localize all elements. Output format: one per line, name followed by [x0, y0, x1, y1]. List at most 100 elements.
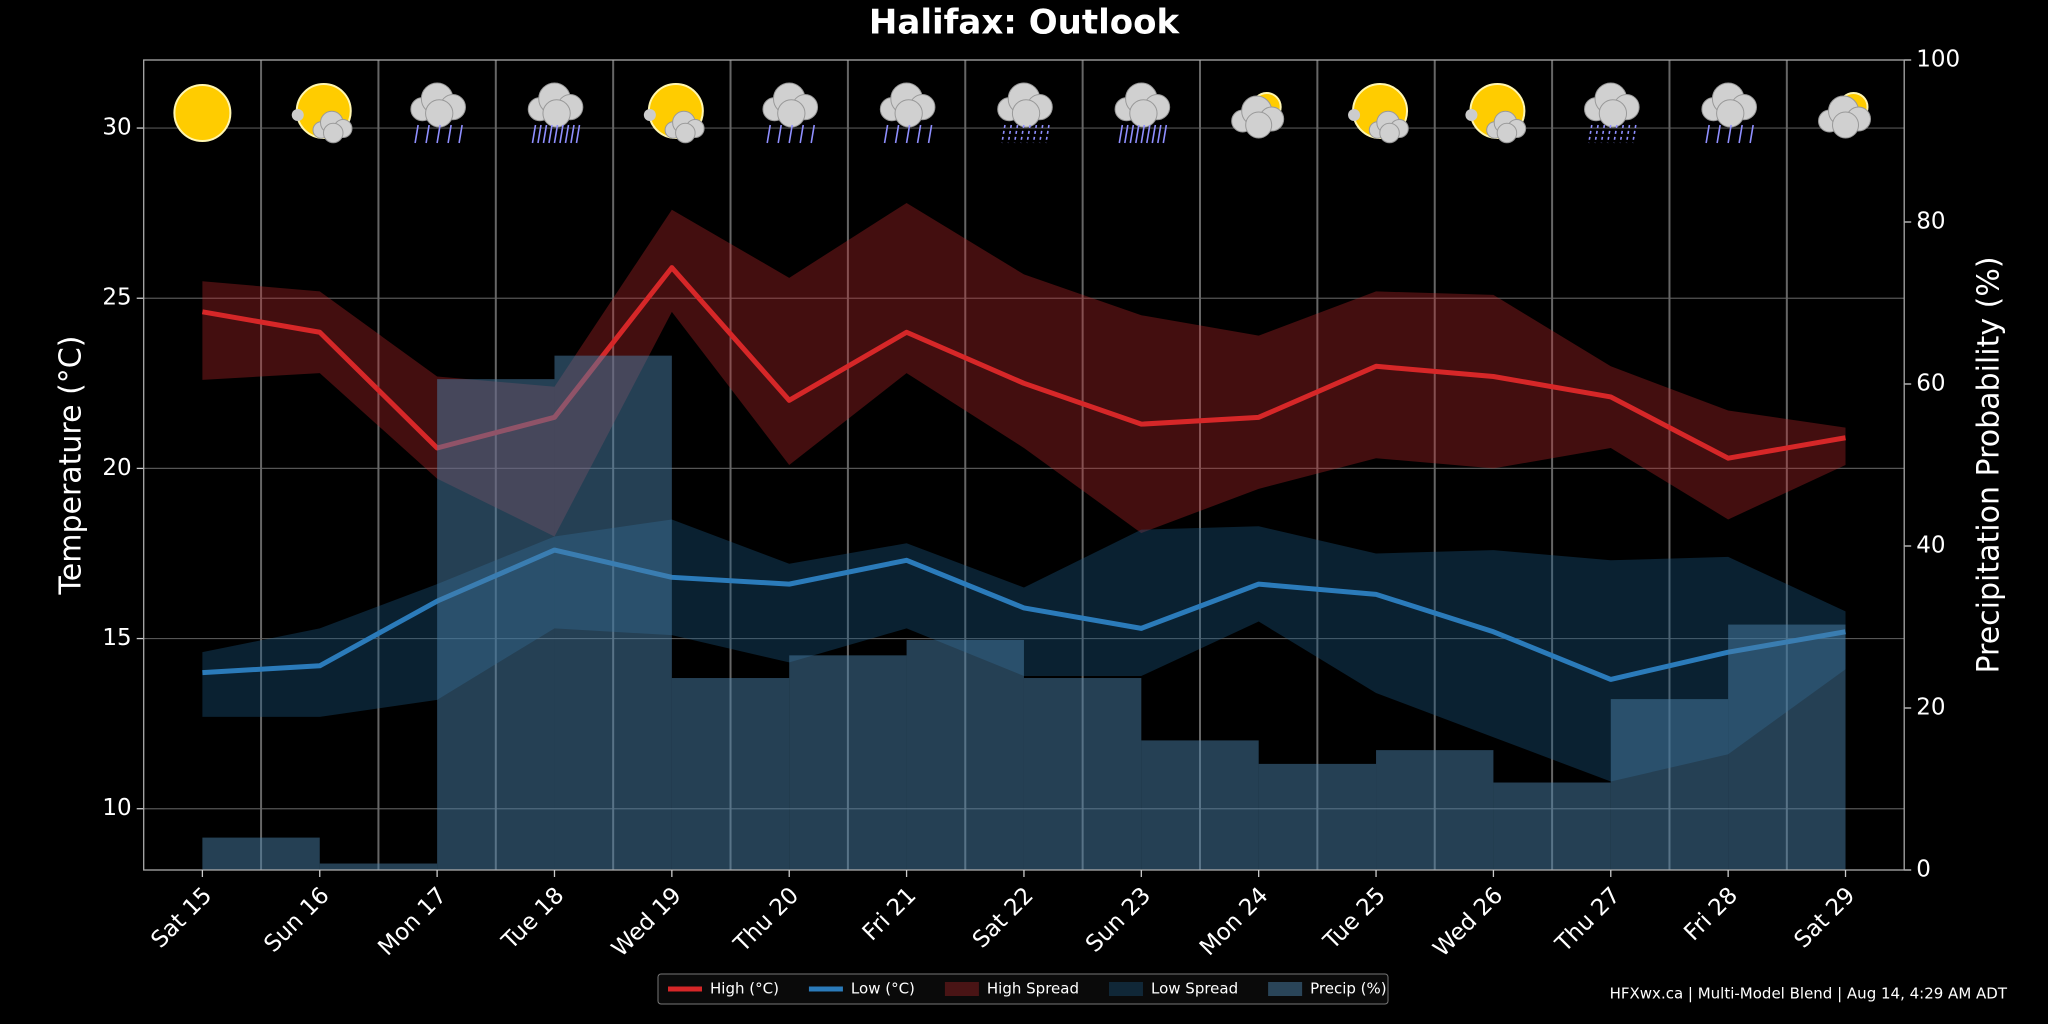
icon-rain	[1129, 124, 1135, 144]
weather-icon	[291, 83, 353, 144]
icon-rain	[570, 124, 575, 144]
icon-rain	[799, 124, 805, 144]
icon-rain	[1738, 124, 1743, 144]
icon-rain	[458, 124, 463, 144]
legend-swatch	[944, 982, 979, 996]
legend-label: Low (°C)	[851, 980, 915, 998]
icon-cloud	[1245, 111, 1273, 139]
weather-icon	[410, 82, 466, 144]
legend-swatch	[1268, 982, 1303, 996]
icon-rain	[1749, 124, 1754, 144]
icon-cloud	[1348, 109, 1361, 121]
icon-rain	[1727, 124, 1732, 144]
weather-icon	[1818, 92, 1872, 139]
icon-rain	[425, 124, 430, 144]
icon-cloud	[1716, 99, 1745, 128]
y2-tick-label: 20	[1916, 695, 1945, 721]
icon-rain	[1716, 124, 1721, 144]
precip-bar	[906, 639, 1024, 870]
legend-swatch	[1108, 982, 1143, 996]
legend-label: High (°C)	[710, 980, 779, 998]
icon-cloud	[1011, 99, 1041, 128]
precip-bar	[1023, 678, 1142, 870]
legend-box	[657, 973, 1389, 1005]
y2-axis-label: Precipitation Probability (%)	[1972, 256, 2007, 673]
icon-rain	[777, 124, 783, 144]
weather-icon	[1465, 83, 1527, 144]
icon-rain	[1140, 124, 1146, 144]
icon-rain	[531, 124, 537, 144]
weather-icon	[643, 83, 705, 144]
icon-cloud	[425, 99, 454, 128]
legend-label: Precip (%)	[1310, 980, 1387, 998]
y-axis-label: Temperature (°C)	[54, 336, 89, 596]
icon-rain	[766, 124, 772, 144]
icon-cloud	[323, 122, 344, 144]
icon-rain	[559, 124, 564, 144]
icon-rain	[1162, 124, 1168, 144]
precip-bar	[789, 655, 907, 870]
legend-label: High Spread	[987, 980, 1079, 998]
icon-rain	[548, 124, 553, 144]
icon-rain	[810, 124, 816, 144]
icon-rain	[447, 124, 452, 144]
icon-rain	[905, 124, 911, 144]
icon-cloud	[542, 99, 571, 128]
weather-icon	[527, 82, 584, 144]
icon-rain	[883, 124, 889, 144]
precip-bar	[1141, 740, 1259, 870]
y-tick-label: 15	[102, 625, 131, 651]
weather-icon	[879, 82, 936, 144]
icon-rain	[788, 124, 794, 144]
icon-rain	[894, 124, 900, 144]
precip-bar	[1258, 763, 1377, 870]
icon-cloud	[1379, 122, 1400, 144]
icon-cloud	[1465, 109, 1478, 121]
icon-rain	[553, 124, 559, 144]
icon-rain	[436, 124, 441, 144]
icon-rain	[916, 124, 922, 144]
y2-tick-label: 60	[1916, 371, 1945, 397]
weather-icon	[173, 84, 232, 142]
weather-icon	[1584, 82, 1640, 144]
icon-sun	[173, 84, 232, 142]
icon-cloud	[1598, 99, 1628, 128]
weather-icon	[1231, 92, 1285, 139]
precip-bar	[202, 837, 320, 870]
y-tick-label: 25	[102, 285, 131, 311]
precip-bar	[671, 678, 790, 870]
icon-cloud	[1496, 122, 1518, 144]
icon-cloud	[291, 109, 304, 121]
icon-cloud	[894, 99, 923, 128]
precip-bar	[554, 355, 672, 870]
precip-bar	[1493, 782, 1611, 870]
icon-rain	[1157, 124, 1162, 144]
icon-rain	[564, 124, 570, 144]
precip-bar	[319, 863, 438, 870]
y-tick-label: 30	[102, 115, 131, 141]
y2-tick-label: 40	[1916, 533, 1945, 559]
y2-tick-label: 80	[1916, 209, 1945, 235]
y-tick-label: 20	[102, 455, 131, 481]
icon-cloud	[777, 99, 806, 128]
weather-icon	[1114, 82, 1171, 144]
icon-rain	[1118, 124, 1124, 144]
icon-rain	[414, 124, 419, 144]
precip-bar	[437, 379, 555, 870]
icon-rain	[1146, 124, 1151, 144]
icon-rain	[1135, 124, 1140, 144]
y2-tick-label: 100	[1916, 47, 1960, 73]
icon-cloud	[1129, 99, 1158, 128]
precip-bar	[1376, 750, 1494, 870]
icon-rain	[537, 124, 542, 144]
footer: HFXwx.ca | Multi-Model Blend | Aug 14, 4…	[1610, 985, 2008, 1003]
weather-icon	[1348, 83, 1409, 144]
icon-rain	[542, 124, 548, 144]
spread-band	[202, 202, 1846, 537]
icon-cloud	[675, 122, 696, 144]
precip-bar	[1610, 699, 1729, 870]
weather-icon	[1701, 82, 1758, 144]
weather-icon	[762, 82, 819, 144]
icon-rain	[575, 124, 581, 144]
